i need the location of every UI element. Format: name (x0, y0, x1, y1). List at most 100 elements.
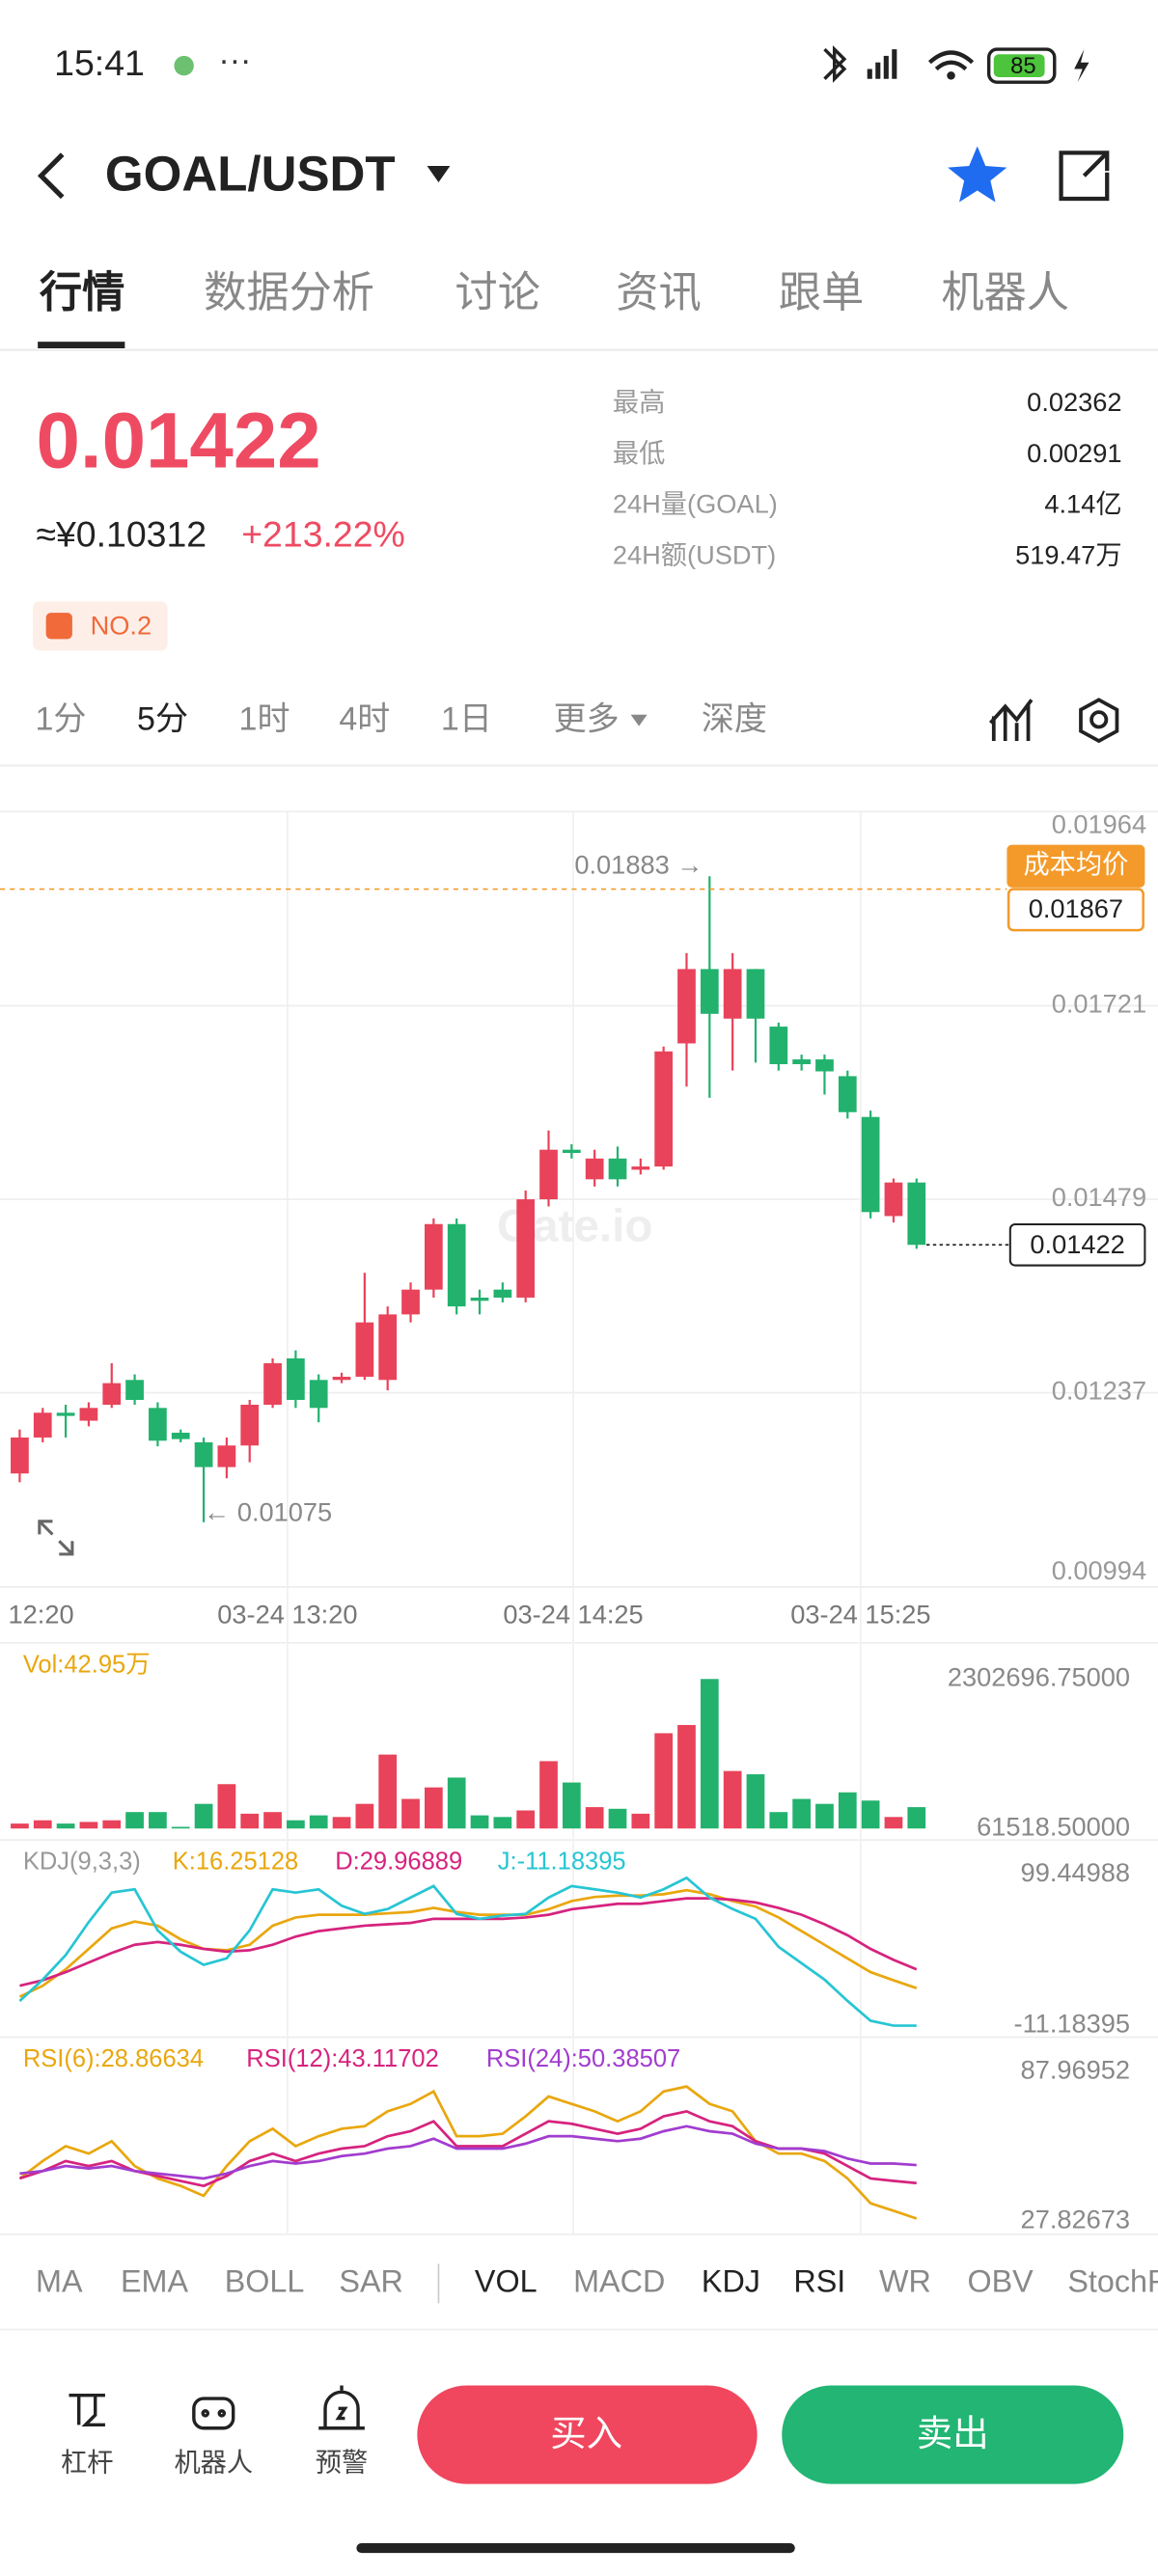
indicator-tab[interactable]: EMA (121, 2263, 188, 2298)
y-tick-label: 0.00994 (1052, 1555, 1146, 1585)
indicator-tab[interactable]: StochRSI (1067, 2263, 1158, 2298)
tool-label[interactable]: 预警 (316, 2447, 368, 2477)
candle-body (470, 1297, 489, 1302)
volume-bar (493, 1817, 512, 1829)
kdj-line (18, 1888, 918, 1998)
candle-body (815, 1059, 834, 1072)
volume-bar (746, 1774, 765, 1829)
period-tab[interactable]: 更多 (554, 701, 620, 738)
period-tab[interactable]: 1时 (239, 701, 290, 738)
buy-button[interactable] (417, 2385, 758, 2484)
cost-badge-label: 成本均价 (1023, 849, 1128, 879)
legend-entry: RSI(24):50.38507 (486, 2045, 680, 2072)
tool-label[interactable]: 机器人 (174, 2447, 253, 2477)
candle-body (79, 1408, 98, 1421)
period-tab[interactable]: 1日 (441, 701, 492, 738)
tab[interactable]: 跟单 (779, 269, 864, 316)
tab[interactable]: 资讯 (616, 269, 701, 316)
volume-bar (33, 1820, 52, 1829)
volume-bar (861, 1800, 880, 1829)
candle-body (56, 1412, 75, 1416)
indicator-tab[interactable]: KDJ (702, 2263, 760, 2298)
chart-tools[interactable] (988, 698, 1119, 744)
last-price-box (1008, 1222, 1146, 1267)
period-tab[interactable]: 4时 (339, 701, 390, 738)
volume-bar (700, 1679, 719, 1829)
candle-body (194, 1441, 213, 1467)
indicator-tab[interactable]: MA (36, 2263, 83, 2298)
candle-body (171, 1432, 190, 1439)
pair-dropdown[interactable] (427, 165, 451, 183)
volume-bar (240, 1813, 260, 1829)
kdj-line (19, 1897, 918, 1987)
candle-body (631, 1166, 650, 1170)
share-button[interactable] (1059, 151, 1110, 202)
candle-body (332, 1376, 351, 1381)
stat-label: 最低 (613, 438, 665, 468)
legend-entry: RSI(12):43.11702 (246, 2045, 438, 2072)
candle-body (309, 1380, 328, 1409)
candle-body (125, 1380, 144, 1401)
indicator-tab[interactable]: BOLL (225, 2263, 305, 2298)
buy-label[interactable]: 买入 (550, 2413, 622, 2453)
fullscreen-button[interactable] (38, 1520, 74, 1556)
tab[interactable]: 机器人 (941, 269, 1069, 316)
volume-bar (516, 1810, 536, 1829)
x-tick-label: 03-24 14:25 (503, 1600, 643, 1630)
legend-entry: RSI(6):28.86634 (23, 2045, 204, 2072)
rsi-tick-label: 87.96952 (1021, 2054, 1131, 2084)
favorite-star[interactable] (948, 146, 1007, 203)
charging-icon (1074, 49, 1089, 83)
candle-body (907, 1182, 926, 1246)
kdj-tick-label: 99.44988 (1021, 1857, 1131, 1887)
back-button[interactable] (37, 152, 65, 200)
tab[interactable]: 行情 (40, 269, 124, 316)
candle-body (401, 1289, 420, 1315)
volume-bar (425, 1787, 443, 1829)
volume-bar (654, 1733, 674, 1829)
candle-body (861, 1116, 880, 1213)
indicator-tab[interactable]: SAR (339, 2263, 402, 2298)
x-tick-label: 03-24 15:25 (790, 1600, 930, 1630)
tab[interactable]: 讨论 (455, 269, 539, 316)
period-tab[interactable]: 深度 (702, 701, 767, 738)
candle-body (792, 1059, 811, 1065)
volume-label: Vol:42.95万 (23, 1651, 151, 1678)
indicator-tab[interactable]: OBV (967, 2263, 1034, 2298)
sell-label[interactable]: 卖出 (917, 2413, 989, 2453)
candle-body (447, 1223, 466, 1307)
legend-entry: K:16.25128 (173, 1849, 299, 1876)
candle-body (654, 1051, 674, 1167)
candle-body (562, 1149, 581, 1153)
y-tick-label: 0.01964 (1052, 809, 1146, 839)
indicator-tab[interactable]: MACD (573, 2263, 665, 2298)
candle-body (539, 1149, 558, 1200)
volume-bar (631, 1813, 650, 1829)
volume-bar (332, 1817, 351, 1829)
tab-underline (38, 342, 125, 348)
volume-bar (309, 1815, 328, 1829)
indicator-tab[interactable]: RSI (793, 2263, 845, 2298)
price-change: +213.22% (241, 514, 405, 555)
volume-bar (470, 1815, 489, 1829)
period-tab[interactable]: 1分 (35, 701, 86, 738)
volume-bar (769, 1812, 788, 1829)
legend-entry: D:29.96889 (335, 1849, 462, 1876)
tool-label[interactable]: 杠杆 (61, 2447, 113, 2477)
stat-value: 0.00291 (1027, 438, 1121, 468)
stat-value: 4.14亿 (1044, 489, 1121, 519)
more-arrow (630, 714, 648, 726)
tab[interactable]: 数据分析 (204, 269, 374, 316)
candle-body (33, 1412, 52, 1438)
y-tick-label: 0.01237 (1052, 1376, 1146, 1406)
cny-price: ≈¥0.10312 (36, 514, 207, 555)
indicator-tab[interactable]: VOL (475, 2263, 538, 2298)
last-price-value: 0.01422 (1030, 1229, 1124, 1259)
rsi-line (19, 2124, 917, 2180)
sell-button[interactable] (782, 2385, 1124, 2484)
candle-body (838, 1076, 857, 1112)
pair-title[interactable]: GOAL/USDT (105, 146, 396, 201)
period-tab[interactable]: 5分 (137, 701, 188, 738)
indicator-tab[interactable]: WR (879, 2263, 931, 2298)
